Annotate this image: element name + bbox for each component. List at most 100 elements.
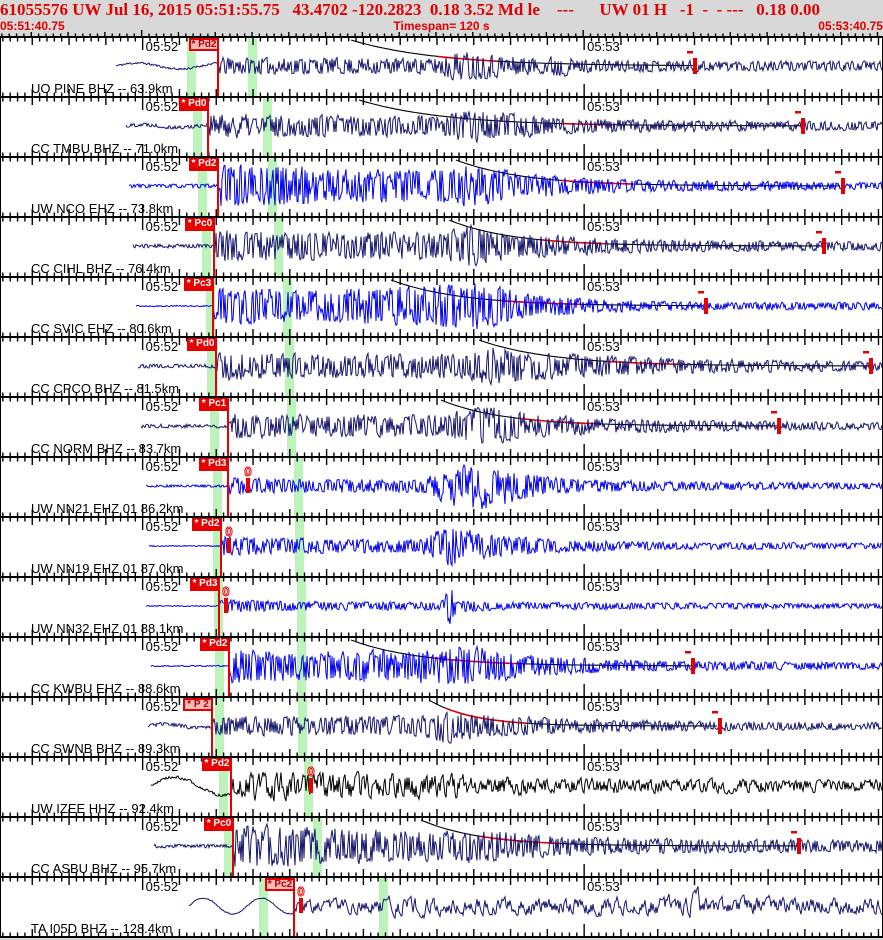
station-label: UW NN19 EHZ 01 87.0km: [31, 561, 184, 576]
p-pick-line[interactable]: [218, 591, 220, 636]
p-pick-line[interactable]: [207, 111, 209, 156]
phase-window-bar: [303, 758, 313, 816]
trace-row-1[interactable]: * Pd2 05:52 05:53 UO PINE BHZ -- 63.9km: [1, 38, 882, 98]
minute-label: 05:53: [587, 699, 620, 714]
waveform-canvas[interactable]: [1, 638, 882, 696]
trace-row-10[interactable]: 0 * Pd3 05:52 05:53 UW NN32 EHZ 01 88.1km: [1, 578, 882, 638]
p-pick-flag[interactable]: * Pd2: [202, 758, 232, 771]
minute-label: 05:52: [145, 279, 179, 294]
p-pick-line[interactable]: [230, 771, 232, 816]
p-pick-flag[interactable]: * Pd2: [189, 38, 219, 51]
timespan-label: Timespan= 120 s: [393, 19, 490, 33]
p-pick-flag[interactable]: * Pd2: [189, 158, 219, 171]
minute-label: 05:53: [587, 519, 620, 534]
trace-row-11[interactable]: * Pd2 05:52 05:53 CC KWBU EHZ -- 88.6km: [1, 638, 882, 698]
p-pick-flag[interactable]: * P 2: [183, 698, 213, 711]
trace-row-7[interactable]: * Pc1 05:52 05:53 CC NORM BHZ -- 83.7km: [1, 398, 882, 458]
minute-label: 05:52: [145, 459, 179, 474]
p-pick-flag[interactable]: * Pc0: [185, 218, 215, 231]
station-label: UW IZEE HHZ -- 92.4km: [31, 801, 175, 816]
timespan-bar: 05:51:40.75 Timespan= 120 s 05:53:40.75: [0, 19, 883, 36]
waveform-canvas[interactable]: [1, 278, 882, 336]
waveform-canvas[interactable]: [1, 398, 882, 456]
waveform-canvas[interactable]: [1, 818, 882, 876]
trace-list: * Pd2 05:52 05:53 UO PINE BHZ -- 63.9km * Pd…: [0, 36, 883, 938]
p-pick-line[interactable]: [217, 51, 219, 96]
zero-weight-marker: 0: [222, 584, 229, 599]
waveform-canvas[interactable]: [1, 698, 882, 756]
event-header: 61055576 UW Jul 16, 2015 05:51:55.75 43.…: [0, 0, 821, 19]
waveform-canvas[interactable]: 0: [1, 878, 882, 936]
phase-window-bar: [209, 398, 219, 456]
p-pick-flag[interactable]: * Pc3: [184, 278, 214, 291]
trace-row-2[interactable]: * Pd0 05:52 05:53 CC TMBU BHZ -- 71.0km: [1, 98, 882, 158]
minute-label: 05:53: [587, 579, 620, 594]
p-pick-line[interactable]: [215, 351, 217, 396]
phase-window-bar: [197, 158, 207, 216]
trace-row-9[interactable]: 0 * Pd2 05:52 05:53 UW NN19 EHZ 01 87.0km: [1, 518, 882, 578]
trace-row-13[interactable]: 0 * Pd2 05:52 05:53 UW IZEE HHZ -- 92.4km: [1, 758, 882, 818]
p-pick-line[interactable]: [212, 291, 214, 336]
p-pick-flag[interactable]: * Pd0: [179, 98, 209, 111]
phase-window-bar: [214, 638, 224, 696]
trace-row-3[interactable]: * Pd2 05:52 05:53 UW NCO EHZ -- 73.8km: [1, 158, 882, 218]
phase-window-bar: [212, 458, 222, 516]
phase-window-bar: [205, 278, 215, 336]
p-pick-line[interactable]: [227, 411, 229, 456]
window-end-time: 05:53:40.75: [818, 19, 883, 33]
trace-row-6[interactable]: * Pd0 05:52 05:53 CC CPCO BHZ -- 81.5km: [1, 338, 882, 398]
p-pick-flag[interactable]: * Pd2: [200, 638, 230, 651]
p-pick-flag[interactable]: * Pd3: [190, 578, 220, 591]
waveform-canvas[interactable]: [1, 338, 882, 396]
minute-label: 05:52: [145, 99, 179, 114]
minute-label: 05:53: [587, 399, 620, 414]
waveform-canvas[interactable]: [1, 98, 882, 156]
minute-label: 05:53: [587, 159, 620, 174]
p-pick-flag[interactable]: * Pc2: [265, 878, 295, 891]
phase-window-bar: [262, 98, 272, 156]
waveform-canvas[interactable]: [1, 218, 882, 276]
waveform-canvas[interactable]: 0: [1, 458, 882, 516]
p-pick-line[interactable]: [228, 651, 230, 696]
p-pick-flag[interactable]: * Pd0: [187, 338, 217, 351]
p-pick-flag[interactable]: * Pd3: [199, 458, 229, 471]
p-pick-line[interactable]: [293, 891, 295, 936]
waveform-canvas[interactable]: 0: [1, 518, 882, 576]
station-label: UO PINE BHZ -- 63.9km: [31, 81, 173, 96]
station-label: CC CIHL BHZ -- 76.4km: [31, 261, 171, 276]
waveform-canvas[interactable]: 0: [1, 578, 882, 636]
window-start-time: 05:51:40.75: [0, 19, 65, 33]
p-pick-line[interactable]: [220, 531, 222, 576]
station-label: TA I05D BHZ -- 128.4km: [31, 921, 173, 936]
minute-label: 05:53: [587, 759, 620, 774]
p-pick-line[interactable]: [227, 471, 229, 516]
p-pick-line[interactable]: [232, 831, 234, 876]
station-label: CC NORM BHZ -- 83.7km: [31, 441, 182, 456]
waveform-canvas[interactable]: [1, 158, 882, 216]
minute-label: 05:53: [587, 639, 620, 654]
p-pick-line[interactable]: [213, 231, 215, 276]
trace-row-12[interactable]: * P 2 05:52 05:53 CC SWNB BHZ -- 89.3km: [1, 698, 882, 758]
minute-label: 05:53: [587, 219, 620, 234]
p-pick-flag[interactable]: * Pc0: [204, 818, 234, 831]
zero-weight-marker: 0: [244, 464, 251, 479]
header-tick-strip: [1, 30, 879, 36]
p-pick-line[interactable]: [217, 171, 219, 216]
waveform-canvas[interactable]: 0: [1, 758, 882, 816]
trace-row-8[interactable]: 0 * Pd3 05:52 05:53 UW NN21 EHZ 01 86.2km: [1, 458, 882, 518]
trace-row-5[interactable]: * Pc3 05:52 05:53 CC SVIC EHZ -- 80.6km: [1, 278, 882, 338]
phase-window-bar: [218, 758, 228, 816]
station-label: UW NN21 EHZ 01 86.2km: [31, 501, 184, 516]
p-pick-flag[interactable]: * Pc1: [199, 398, 229, 411]
p-pick-line[interactable]: [211, 711, 213, 756]
trace-row-14[interactable]: * Pc0 05:52 05:53 CC ASBU BHZ -- 95.7km: [1, 818, 882, 878]
minute-label: 05:52: [145, 399, 179, 414]
phase-window-bar: [186, 38, 196, 96]
trace-row-15[interactable]: 0 * Pc2 05:52 05:53 TA I05D BHZ -- 128.4km: [1, 878, 882, 938]
p-pick-flag[interactable]: * Pd2: [192, 518, 222, 531]
phase-window-bar: [378, 878, 388, 936]
station-label: CC CPCO BHZ -- 81.5km: [31, 381, 180, 396]
trace-row-4[interactable]: * Pc0 05:52 05:53 CC CIHL BHZ -- 76.4km: [1, 218, 882, 278]
zero-weight-marker: 0: [225, 524, 232, 539]
minute-label: 05:53: [587, 279, 620, 294]
